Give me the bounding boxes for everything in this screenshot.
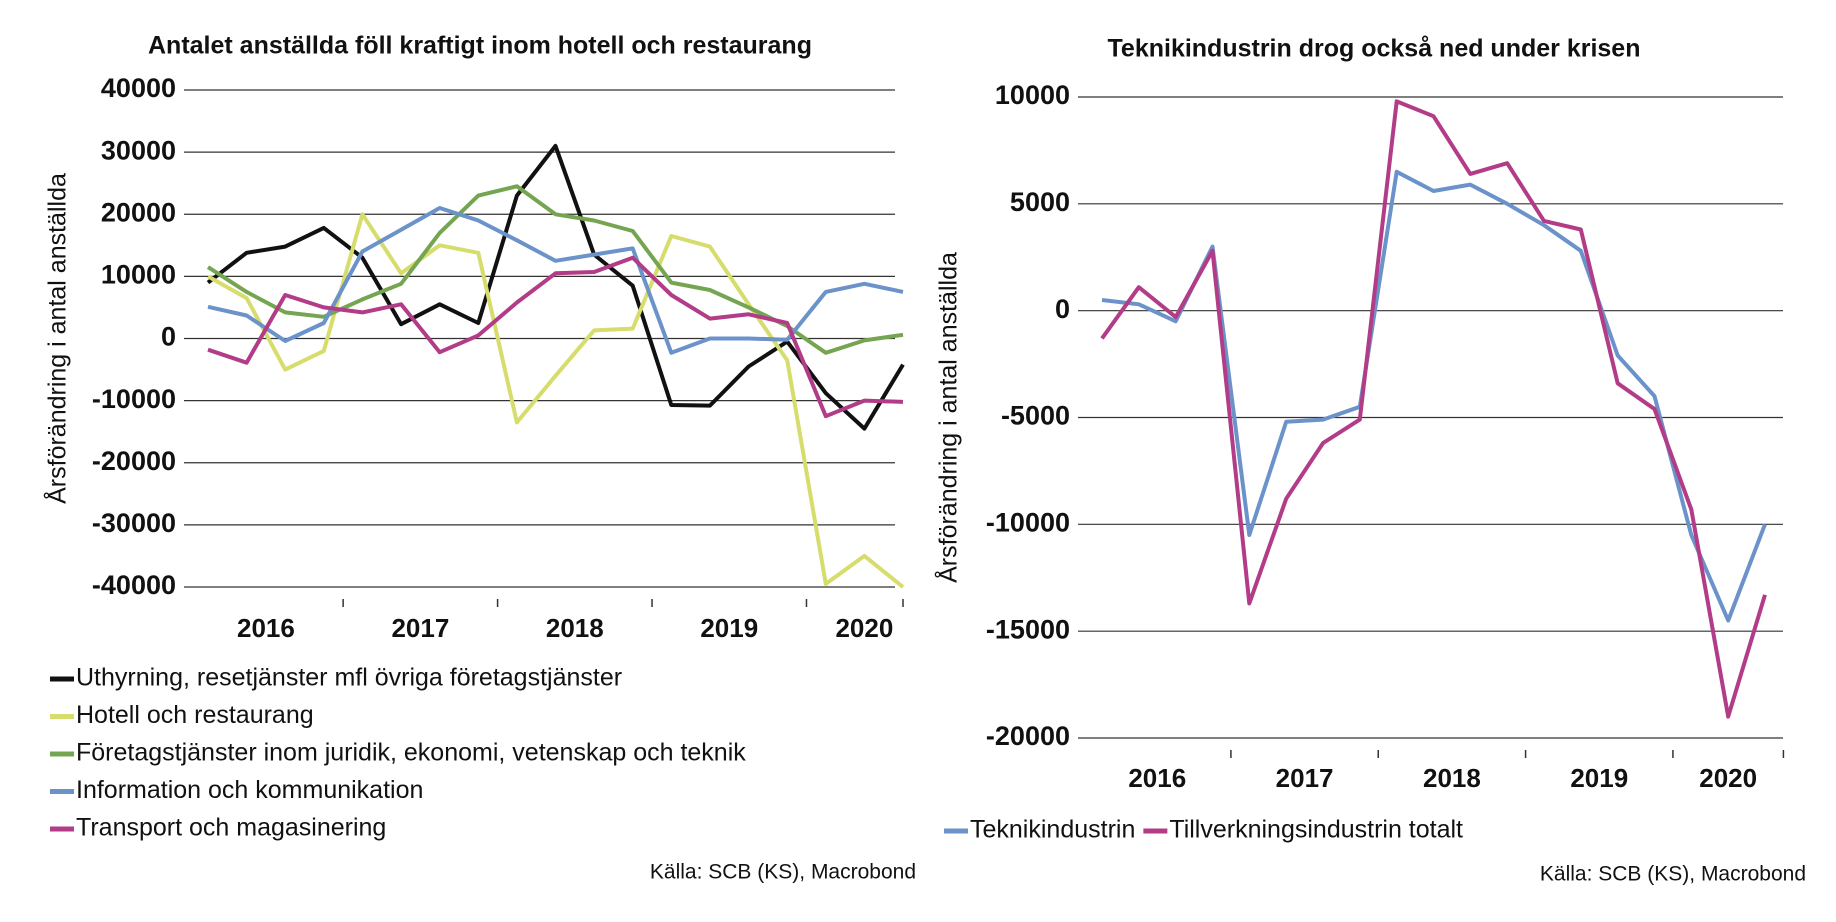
x-tick-label: 2016 — [237, 613, 295, 643]
legend-label: Information och kommunikation — [76, 776, 423, 804]
y-tick-label: -15000 — [986, 614, 1070, 644]
x-tick-label: 2020 — [1699, 763, 1757, 793]
y-axis-label: Årsförändring i antal anställda — [42, 173, 72, 504]
y-tick-label: -10000 — [92, 384, 176, 414]
series-line — [207, 206, 904, 355]
x-tick-label: 2017 — [391, 613, 449, 643]
y-tick-label: 20000 — [101, 197, 176, 227]
x-tick-label: 2016 — [1128, 763, 1186, 793]
x-tick-label: 2017 — [1276, 763, 1334, 793]
y-tick-label: 5000 — [1010, 187, 1070, 217]
y-tick-label: -30000 — [92, 508, 176, 538]
series-line — [207, 212, 905, 589]
series-line — [207, 255, 904, 419]
legend-label: Tillverkningsindustrin totalt — [1169, 816, 1463, 844]
y-tick-label: 0 — [161, 322, 176, 352]
y-tick-label: 10000 — [995, 80, 1070, 110]
legend-label: Transport och magasinering — [76, 814, 386, 842]
y-tick-label: 40000 — [101, 73, 176, 103]
legend-label: Företagstjänster inom juridik, ekonomi, … — [76, 739, 746, 767]
series-line — [206, 143, 905, 431]
x-tick-label: 2018 — [546, 613, 604, 643]
y-axis-label: Årsförändring i antal anställda — [933, 252, 963, 583]
chart-title: Teknikindustrin drog också ned under kri… — [1108, 35, 1641, 63]
source-note: Källa: SCB (KS), Macrobond — [650, 861, 916, 884]
y-tick-label: -20000 — [92, 446, 176, 476]
series-line — [1101, 169, 1767, 623]
y-tick-label: -5000 — [1001, 401, 1070, 431]
x-tick-label: 2020 — [835, 613, 893, 643]
y-tick-label: -10000 — [986, 507, 1070, 537]
y-tick-label: 0 — [1055, 294, 1070, 324]
y-tick-label: -20000 — [986, 721, 1070, 751]
y-tick-label: 10000 — [101, 260, 176, 290]
x-tick-label: 2019 — [700, 613, 758, 643]
series-line — [1100, 99, 1767, 719]
legend-label: Teknikindustrin — [970, 816, 1135, 844]
x-tick-label: 2018 — [1423, 763, 1481, 793]
legend-label: Uthyrning, resetjänster mfl övriga föret… — [76, 664, 622, 692]
y-tick-label: 30000 — [101, 135, 176, 165]
source-note: Källa: SCB (KS), Macrobond — [1540, 863, 1806, 886]
x-tick-label: 2019 — [1570, 763, 1628, 793]
legend-label: Hotell och restaurang — [76, 701, 314, 729]
chart-title: Antalet anställda föll kraftigt inom hot… — [148, 32, 812, 60]
y-tick-label: -40000 — [92, 570, 176, 600]
